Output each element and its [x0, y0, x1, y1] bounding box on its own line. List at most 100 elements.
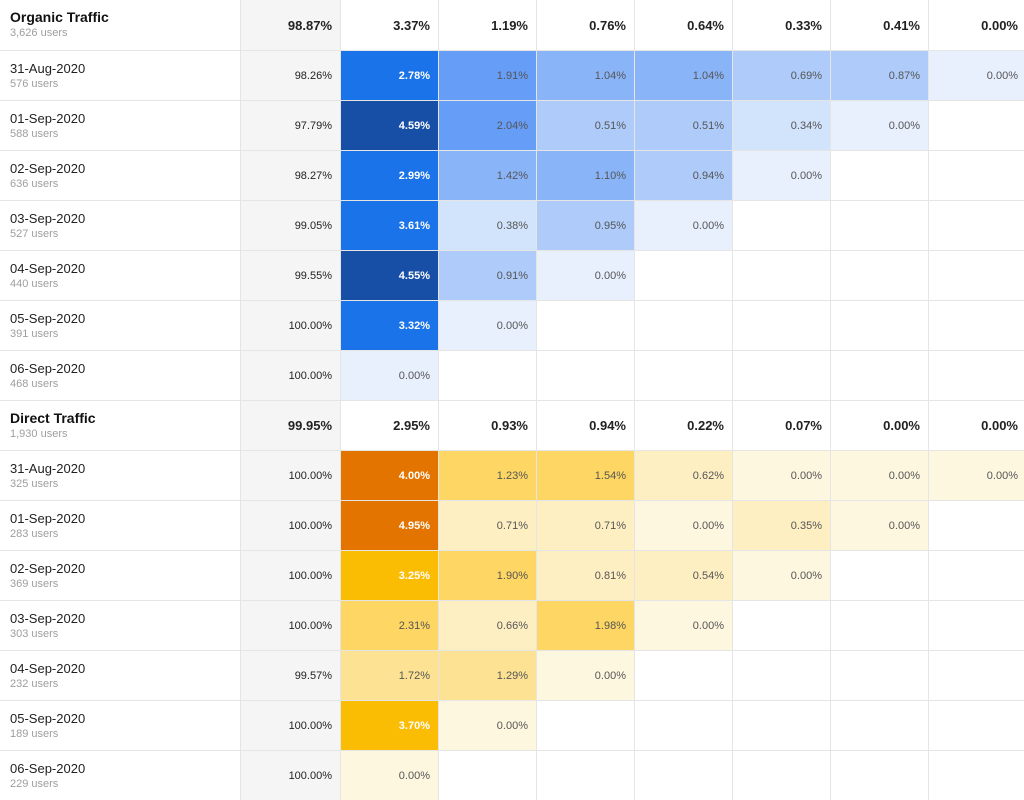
empty-cell: [830, 651, 928, 700]
heat-cell: 0.00%: [830, 501, 928, 550]
empty-cell: [830, 201, 928, 250]
row-date: 05-Sep-2020: [10, 711, 228, 726]
row-users: 369 users: [10, 578, 228, 590]
heat-cell: 4.95%: [340, 501, 438, 550]
row-cell-first: 100.00%: [240, 351, 340, 400]
row-label: 31-Aug-2020325 users: [0, 451, 240, 500]
summary-cell: 0.76%: [536, 0, 634, 50]
row-cell-first: 98.27%: [240, 151, 340, 200]
heat-cell: 0.00%: [536, 251, 634, 300]
heat-cell: 1.91%: [438, 51, 536, 100]
empty-cell: [732, 301, 830, 350]
heat-cell: 0.95%: [536, 201, 634, 250]
heat-cell: 0.94%: [634, 151, 732, 200]
row-label: 04-Sep-2020232 users: [0, 651, 240, 700]
heat-cell: 2.99%: [340, 151, 438, 200]
summary-cell: 1.19%: [438, 0, 536, 50]
row-users: 303 users: [10, 628, 228, 640]
row-cells: 100.00%0.00%: [240, 751, 1024, 800]
heat-cell: 2.78%: [340, 51, 438, 100]
heat-cell: 1.04%: [536, 51, 634, 100]
row-label: 03-Sep-2020527 users: [0, 201, 240, 250]
row-users: 636 users: [10, 178, 228, 190]
summary-cell: 0.00%: [830, 401, 928, 450]
heat-cell: 4.00%: [340, 451, 438, 500]
row-cells: 98.27%2.99%1.42%1.10%0.94%0.00%: [240, 151, 1024, 200]
empty-cell: [928, 701, 1024, 750]
row-label: 03-Sep-2020 303 users: [0, 601, 240, 650]
heat-cell: 0.38%: [438, 201, 536, 250]
heat-cell: 1.10%: [536, 151, 634, 200]
row-date: 04-Sep-2020: [10, 261, 228, 276]
group-summary-cells: 99.95%2.95%0.93%0.94%0.22%0.07%0.00%0.00…: [240, 401, 1024, 450]
empty-cell: [830, 751, 928, 800]
row-cell-first: 100.00%: [240, 751, 340, 800]
row-cells: 100.00%3.32%0.00%: [240, 301, 1024, 350]
row-cell-first: 98.26%: [240, 51, 340, 100]
heat-cell: 0.87%: [830, 51, 928, 100]
empty-cell: [928, 251, 1024, 300]
heat-cell: 0.00%: [438, 301, 536, 350]
empty-cell: [536, 301, 634, 350]
row-users: 440 users: [10, 278, 228, 290]
cohort-row: 01-Sep-2020588 users97.79%4.59%2.04%0.51…: [0, 100, 1024, 150]
empty-cell: [830, 151, 928, 200]
cohort-row: 06-Sep-2020229 users100.00%0.00%: [0, 750, 1024, 800]
summary-cell: 3.37%: [340, 0, 438, 50]
row-date: 31-Aug-2020: [10, 61, 228, 76]
group-header-organic: Organic Traffic3,626 users98.87%3.37%1.1…: [0, 0, 1024, 50]
row-cell-first: 100.00%: [240, 701, 340, 750]
heat-cell: 0.51%: [536, 101, 634, 150]
heat-cell: 4.59%: [340, 101, 438, 150]
summary-cell: 98.87%: [240, 0, 340, 50]
row-cells: 99.55%4.55%0.91%0.00%: [240, 251, 1024, 300]
heat-cell: 0.00%: [732, 151, 830, 200]
heat-cell: 0.81%: [536, 551, 634, 600]
row-label: 02-Sep-2020369 users: [0, 551, 240, 600]
row-label: 31-Aug-2020 576 users: [0, 51, 240, 100]
group-subtitle: 3,626 users: [10, 27, 228, 39]
heat-cell: 0.66%: [438, 601, 536, 650]
heat-cell: 0.00%: [634, 601, 732, 650]
row-cell-first: 99.57%: [240, 651, 340, 700]
heat-cell: 3.61%: [340, 201, 438, 250]
heat-cell: 3.32%: [340, 301, 438, 350]
group-summary-cells: 98.87%3.37%1.19%0.76%0.64%0.33%0.41%0.00…: [240, 0, 1024, 50]
group-subtitle: 1,930 users: [10, 428, 228, 440]
row-date: 03-Sep-2020: [10, 611, 228, 626]
row-date: 04-Sep-2020: [10, 661, 228, 676]
row-label: 06-Sep-2020229 users: [0, 751, 240, 800]
heat-cell: 0.91%: [438, 251, 536, 300]
empty-cell: [634, 651, 732, 700]
summary-cell: 0.94%: [536, 401, 634, 450]
row-label: 01-Sep-2020588 users: [0, 101, 240, 150]
summary-cell: 0.07%: [732, 401, 830, 450]
row-cells: 100.00%3.70%0.00%: [240, 701, 1024, 750]
cohort-row: 05-Sep-2020189 users100.00%3.70%0.00%: [0, 700, 1024, 750]
row-cell-first: 100.00%: [240, 301, 340, 350]
cohort-row: 31-Aug-2020 576 users 98.26%2.78%1.91%1.04…: [0, 50, 1024, 100]
row-users: 576 users: [10, 78, 228, 90]
row-cells: 99.57%1.72%1.29%0.00%: [240, 651, 1024, 700]
heat-cell: 2.04%: [438, 101, 536, 150]
empty-cell: [536, 701, 634, 750]
heat-cell: 0.00%: [634, 201, 732, 250]
cohort-row: 06-Sep-2020468 users100.00%0.00%: [0, 350, 1024, 400]
row-cells: 100.00%3.25%1.90%0.81%0.54%0.00%: [240, 551, 1024, 600]
heat-cell: 0.00%: [536, 651, 634, 700]
row-cell-first: 100.00%: [240, 451, 340, 500]
row-label: 01-Sep-2020283 users: [0, 501, 240, 550]
heat-cell: 1.72%: [340, 651, 438, 700]
row-date: 01-Sep-2020: [10, 511, 228, 526]
row-users: 391 users: [10, 328, 228, 340]
cohort-row: 02-Sep-2020369 users100.00%3.25%1.90%0.8…: [0, 550, 1024, 600]
empty-cell: [928, 351, 1024, 400]
empty-cell: [830, 551, 928, 600]
empty-cell: [928, 301, 1024, 350]
row-users: 468 users: [10, 378, 228, 390]
cohort-row: 03-Sep-2020527 users99.05%3.61%0.38%0.95…: [0, 200, 1024, 250]
empty-cell: [732, 251, 830, 300]
row-cells: 100.00%0.00%: [240, 351, 1024, 400]
row-cells: 97.79%4.59%2.04%0.51%0.51%0.34%0.00%: [240, 101, 1024, 150]
heat-cell: 0.69%: [732, 51, 830, 100]
